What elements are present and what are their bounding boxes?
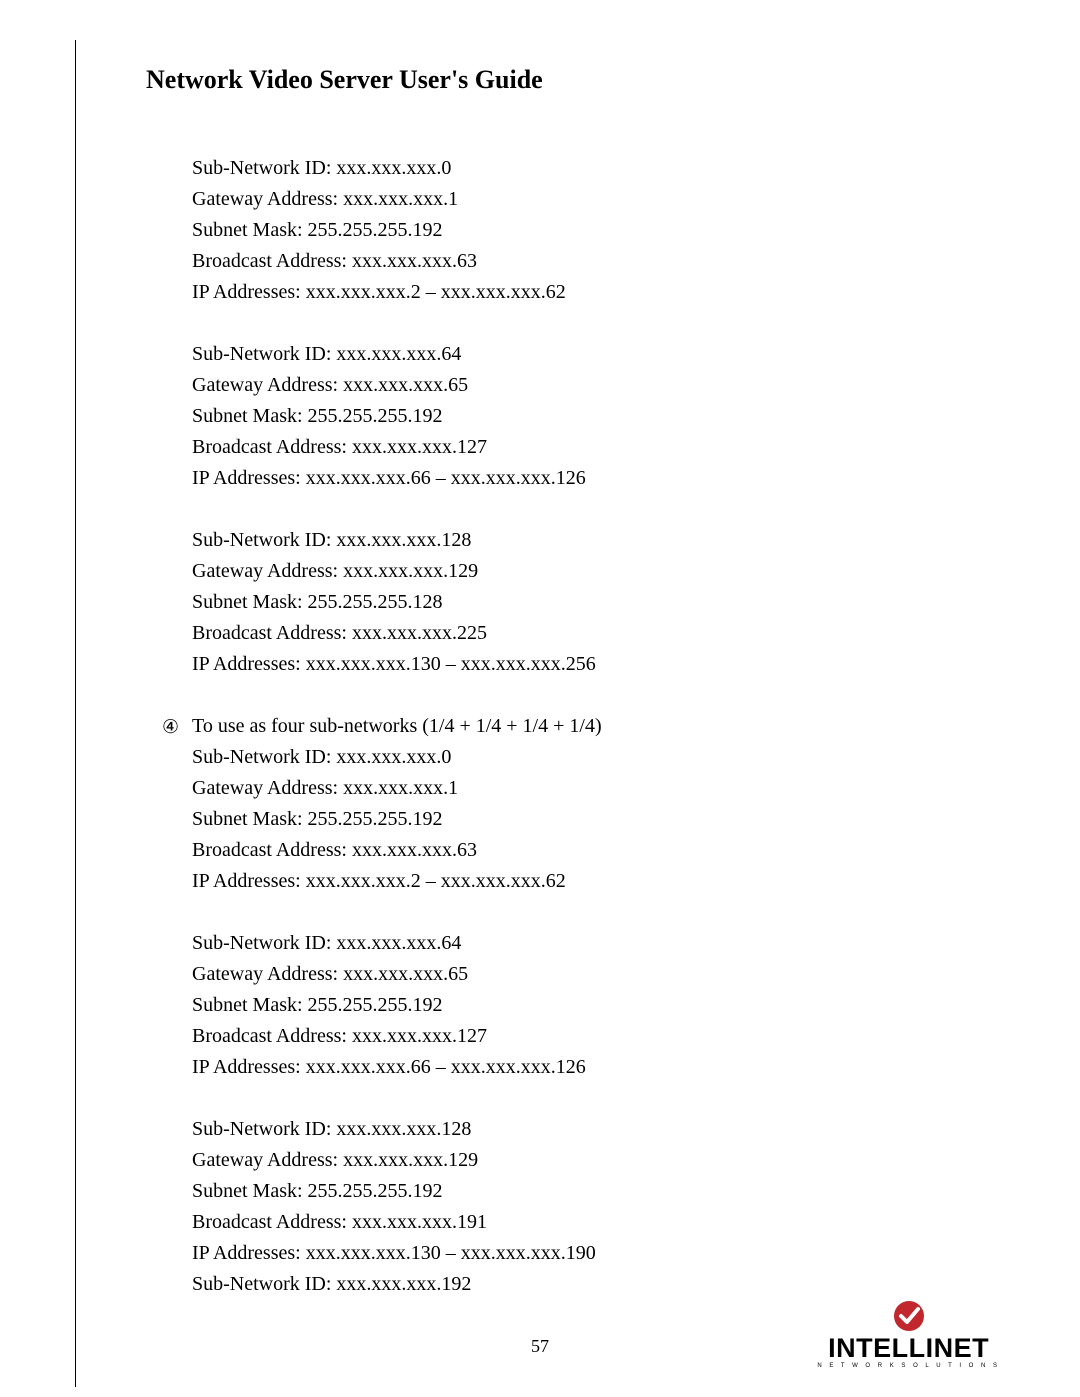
page-frame: Network Video Server User's Guide Sub-Ne…: [75, 40, 1010, 1387]
text-line: IP Addresses: xxx.xxx.xxx.130 – xxx.xxx.…: [192, 649, 980, 680]
text-line: Sub-Network ID: xxx.xxx.xxx.192: [192, 1269, 980, 1300]
text-line: Sub-Network ID: xxx.xxx.xxx.64: [192, 339, 980, 370]
logo-mark-icon: [892, 1299, 926, 1333]
text-line: Subnet Mask: 255.255.255.128: [192, 587, 980, 618]
text-block: Sub-Network ID: xxx.xxx.xxx.64Gateway Ad…: [192, 339, 980, 494]
text-line: Gateway Address: xxx.xxx.xxx.129: [192, 556, 980, 587]
brand-logo: INTELLINET N E T W O R K S O L U T I O N…: [817, 1299, 1000, 1369]
text-line: Sub-Network ID: xxx.xxx.xxx.0: [192, 742, 980, 773]
text-line: IP Addresses: xxx.xxx.xxx.66 – xxx.xxx.x…: [192, 1052, 980, 1083]
text-block: Sub-Network ID: xxx.xxx.xxx.128Gateway A…: [192, 525, 980, 680]
text-line: Broadcast Address: xxx.xxx.xxx.127: [192, 1021, 980, 1052]
content: Sub-Network ID: xxx.xxx.xxx.0Gateway Add…: [192, 153, 980, 1300]
text-line: ④To use as four sub-networks (1/4 + 1/4 …: [192, 711, 980, 742]
text-line: Sub-Network ID: xxx.xxx.xxx.0: [192, 153, 980, 184]
text-line: IP Addresses: xxx.xxx.xxx.2 – xxx.xxx.xx…: [192, 866, 980, 897]
text-line: Gateway Address: xxx.xxx.xxx.129: [192, 1145, 980, 1176]
text-line: Sub-Network ID: xxx.xxx.xxx.128: [192, 525, 980, 556]
text-block: ④To use as four sub-networks (1/4 + 1/4 …: [192, 711, 980, 897]
text-line: Broadcast Address: xxx.xxx.xxx.225: [192, 618, 980, 649]
list-marker: ④: [162, 712, 179, 743]
logo-subtitle: N E T W O R K S O L U T I O N S: [817, 1363, 1000, 1369]
text-line: Broadcast Address: xxx.xxx.xxx.127: [192, 432, 980, 463]
text-line-content: To use as four sub-networks (1/4 + 1/4 +…: [192, 715, 602, 737]
text-line: Gateway Address: xxx.xxx.xxx.1: [192, 184, 980, 215]
text-line: Subnet Mask: 255.255.255.192: [192, 1176, 980, 1207]
logo-word: INTELLINET: [817, 1335, 1000, 1362]
text-line: IP Addresses: xxx.xxx.xxx.66 – xxx.xxx.x…: [192, 463, 980, 494]
text-line: Subnet Mask: 255.255.255.192: [192, 215, 980, 246]
text-line: Sub-Network ID: xxx.xxx.xxx.128: [192, 1114, 980, 1145]
text-block: Sub-Network ID: xxx.xxx.xxx.64Gateway Ad…: [192, 928, 980, 1083]
text-line: Subnet Mask: 255.255.255.192: [192, 401, 980, 432]
text-line: Gateway Address: xxx.xxx.xxx.65: [192, 959, 980, 990]
text-line: Gateway Address: xxx.xxx.xxx.65: [192, 370, 980, 401]
page: Network Video Server User's Guide Sub-Ne…: [0, 0, 1080, 1397]
text-line: IP Addresses: xxx.xxx.xxx.2 – xxx.xxx.xx…: [192, 277, 980, 308]
text-line: Subnet Mask: 255.255.255.192: [192, 990, 980, 1021]
text-block: Sub-Network ID: xxx.xxx.xxx.128Gateway A…: [192, 1114, 980, 1300]
text-line: Subnet Mask: 255.255.255.192: [192, 804, 980, 835]
page-title: Network Video Server User's Guide: [146, 65, 980, 95]
text-line: Gateway Address: xxx.xxx.xxx.1: [192, 773, 980, 804]
text-line: Broadcast Address: xxx.xxx.xxx.191: [192, 1207, 980, 1238]
text-line: IP Addresses: xxx.xxx.xxx.130 – xxx.xxx.…: [192, 1238, 980, 1269]
text-line: Broadcast Address: xxx.xxx.xxx.63: [192, 835, 980, 866]
text-block: Sub-Network ID: xxx.xxx.xxx.0Gateway Add…: [192, 153, 980, 308]
text-line: Broadcast Address: xxx.xxx.xxx.63: [192, 246, 980, 277]
text-line: Sub-Network ID: xxx.xxx.xxx.64: [192, 928, 980, 959]
